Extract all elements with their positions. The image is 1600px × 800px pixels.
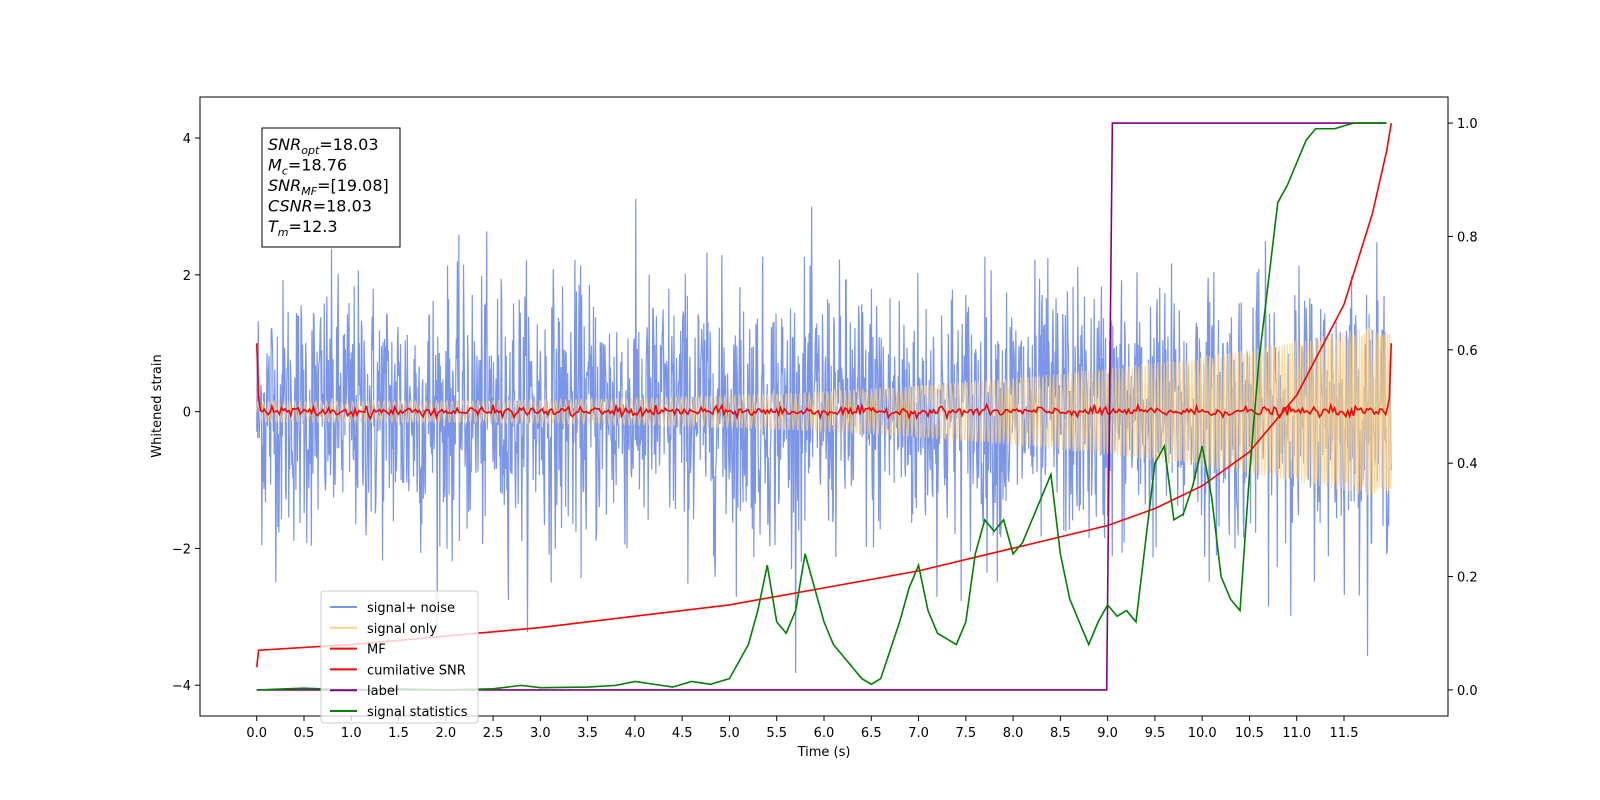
legend-label: signal only [367, 622, 437, 637]
x-tick-label: 0.5 [294, 726, 315, 741]
x-tick-label: 1.0 [341, 726, 362, 741]
x-tick-label: 0.0 [246, 726, 267, 741]
x-tick-label: 4.0 [625, 726, 646, 741]
x-tick-label: 4.5 [672, 726, 693, 741]
annotation-line: SNRopt=18.03 [268, 135, 379, 157]
x-tick-label: 6.5 [861, 726, 882, 741]
x-tick-label: 3.5 [577, 726, 598, 741]
legend-label: cumilative SNR [367, 663, 466, 678]
y2-tick-label: 0.4 [1457, 457, 1478, 472]
annotation-box: SNRopt=18.03Mc=18.76SNRMF=[19.08]CSNR=18… [261, 127, 401, 248]
series-mf [255, 343, 1393, 421]
series-label [256, 122, 1387, 691]
x-tick-label: 5.5 [766, 726, 787, 741]
x-tick-label: 7.0 [908, 726, 929, 741]
x-tick-label: 8.0 [1003, 726, 1024, 741]
x-tick-label: 10.5 [1235, 726, 1264, 741]
y2-tick-label: 0.6 [1457, 344, 1478, 359]
x-tick-label: 5.0 [719, 726, 740, 741]
y-axis-title: Whitened strain [150, 354, 165, 457]
legend: signal+ noise signal only MF cumilative SNR… [320, 590, 479, 724]
series-signal-statistics [256, 122, 1387, 691]
y-tick-label: 4 [183, 132, 191, 147]
annotation-line: Tm=12.3 [268, 217, 338, 239]
x-tick-label: 6.0 [814, 726, 835, 741]
y2-tick-label: 0.2 [1457, 571, 1478, 586]
x-tick-label: 2.5 [483, 726, 504, 741]
x-tick-label: 11.0 [1282, 726, 1311, 741]
legend-label: signal+ noise [367, 601, 455, 616]
annotation-line: Mc=18.76 [268, 156, 347, 178]
x-tick-label: 7.5 [955, 726, 976, 741]
y2-tick-label: 0.8 [1457, 230, 1478, 245]
x-tick-label: 8.5 [1050, 726, 1071, 741]
y-tick-label: −2 [172, 542, 191, 557]
legend-label: MF [367, 643, 386, 658]
x-tick-label: 9.5 [1145, 726, 1166, 741]
annotation-line: SNRMF=[19.08] [268, 176, 389, 198]
y-tick-label: 0 [183, 406, 191, 421]
x-tick-label: 3.0 [530, 726, 551, 741]
y-tick-label: 2 [183, 269, 191, 284]
x-tick-label: 2.0 [435, 726, 456, 741]
annotation-line: CSNR=18.03 [268, 197, 372, 216]
legend-label: signal statistics [367, 705, 468, 720]
x-tick-label: 9.0 [1097, 726, 1118, 741]
y2-tick-label: 1.0 [1457, 117, 1478, 132]
y-tick-label: −4 [172, 679, 191, 694]
x-tick-label: 10.0 [1188, 726, 1217, 741]
x-axis-title: Time (s) [797, 745, 851, 760]
x-tick-label: 11.5 [1330, 726, 1359, 741]
x-tick-label: 1.5 [388, 726, 409, 741]
y2-tick-label: 0.0 [1457, 684, 1478, 699]
series-signal-plus-noise [256, 198, 1392, 673]
legend-label: label [367, 684, 398, 699]
